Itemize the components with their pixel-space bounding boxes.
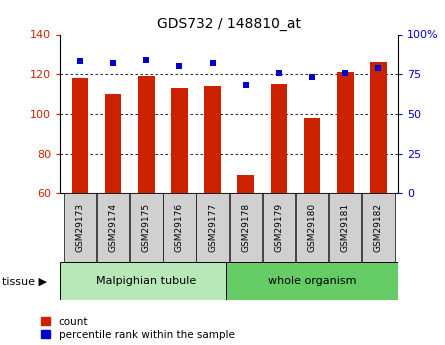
Bar [171,88,188,193]
Text: GSM29181: GSM29181 [341,203,350,252]
Point [308,75,316,80]
Bar [271,84,287,193]
Point [275,70,283,75]
Bar [97,193,129,262]
Bar [138,76,154,193]
Text: GSM29174: GSM29174 [109,203,117,252]
Point [242,82,249,88]
Text: GSM29178: GSM29178 [241,203,250,252]
Point [109,60,117,66]
Bar [304,118,320,193]
Point [143,57,150,63]
Bar [72,78,88,193]
Legend: count, percentile rank within the sample: count, percentile rank within the sample [41,317,235,340]
Text: Malpighian tubule: Malpighian tubule [96,276,196,286]
Text: GSM29176: GSM29176 [175,203,184,252]
Bar [64,193,96,262]
Bar [370,62,387,193]
Point [375,65,382,71]
Text: GSM29173: GSM29173 [76,203,85,252]
Bar [296,193,328,262]
Bar [163,193,196,262]
Point [77,59,84,64]
Bar [60,262,232,300]
Title: GDS732 / 148810_at: GDS732 / 148810_at [157,17,301,31]
Bar [196,193,229,262]
Bar [105,94,121,193]
Bar [329,193,361,262]
Bar [263,193,295,262]
Text: whole organism: whole organism [268,276,356,286]
Text: GSM29175: GSM29175 [142,203,151,252]
Text: GSM29180: GSM29180 [307,203,316,252]
Bar [238,175,254,193]
Point [176,63,183,69]
Bar [362,193,395,262]
Bar [230,193,262,262]
Bar [204,86,221,193]
Point [342,70,349,75]
Text: GSM29182: GSM29182 [374,203,383,252]
Bar [226,262,398,300]
Text: GSM29177: GSM29177 [208,203,217,252]
Text: tissue ▶: tissue ▶ [2,276,47,286]
Bar [337,72,353,193]
Point [209,60,216,66]
Bar [130,193,162,262]
Text: GSM29179: GSM29179 [275,203,283,252]
